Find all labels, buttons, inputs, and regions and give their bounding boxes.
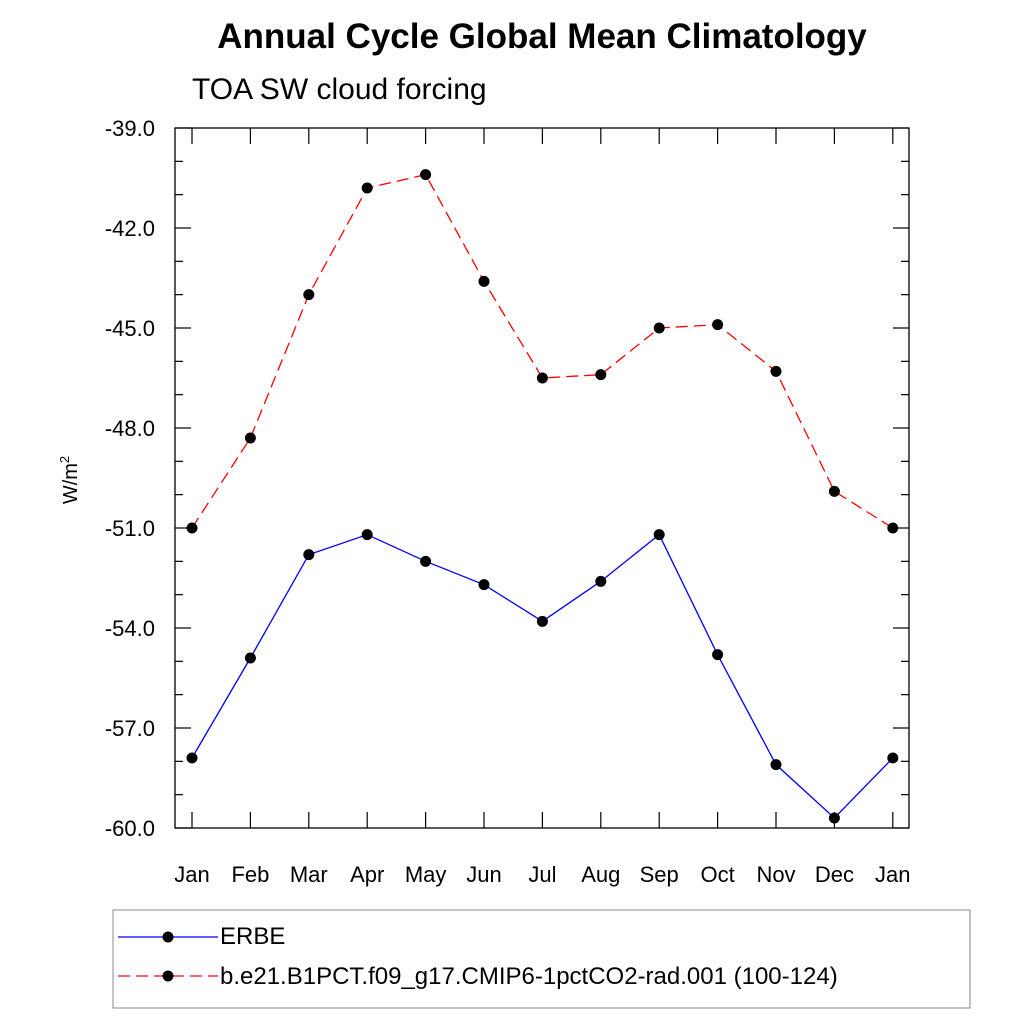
series-1-point — [536, 372, 548, 384]
y-tick-label: -45.0 — [105, 316, 155, 341]
series-0-point — [653, 529, 665, 541]
series-1-point — [303, 289, 315, 301]
legend: ERBE b.e21.B1PCT.f09_g17.CMIP6-1pctCO2-r… — [112, 909, 971, 1009]
svg-text:W/m2: W/m2 — [57, 456, 82, 504]
legend-marker-0 — [162, 931, 174, 943]
series-1-point — [770, 365, 782, 377]
x-tick-label: Apr — [350, 862, 384, 887]
series-0-point — [770, 759, 782, 771]
x-tick-label: Jul — [528, 862, 556, 887]
series-line-1 — [191, 173, 894, 529]
axis-ticks — [175, 127, 909, 829]
series-0-point — [303, 549, 315, 561]
series-0-point — [828, 812, 840, 824]
series-0-point — [478, 579, 490, 591]
x-tick-label: Jan — [875, 862, 910, 887]
series-layer — [186, 169, 899, 824]
series-1-point — [653, 322, 665, 334]
x-tick-label: Dec — [815, 862, 854, 887]
series-0-point — [712, 649, 724, 661]
series-0-point — [887, 752, 899, 764]
x-tick-label: Oct — [700, 862, 734, 887]
legend-label-model: b.e21.B1PCT.f09_g17.CMIP6-1pctCO2-rad.00… — [220, 963, 838, 990]
y-axis-label: W/m2 — [57, 456, 82, 504]
series-1-point — [244, 432, 256, 444]
series-1-point — [595, 369, 607, 381]
y-tick-labels: -39.0 -42.0 -45.0 -48.0 -51.0 -54.0 -57.0 -60.0 — [105, 116, 155, 841]
x-tick-label: Feb — [231, 862, 269, 887]
y-axis-label-superscript: 2 — [57, 456, 72, 463]
x-tick-label: Aug — [581, 862, 620, 887]
chart-subtitle: TOA SW cloud forcing — [192, 73, 487, 106]
series-1-point — [828, 485, 840, 497]
series-1-point — [887, 522, 899, 534]
y-tick-label: -51.0 — [105, 516, 155, 541]
y-tick-label: -54.0 — [105, 616, 155, 641]
series-1-point — [712, 319, 724, 331]
x-tick-labels: Jan Feb Mar Apr May Jun Jul Aug Sep Oct Nov Dec Jan — [174, 862, 910, 887]
series-0-point — [420, 555, 432, 567]
x-tick-label: Mar — [290, 862, 328, 887]
series-line-0 — [191, 533, 894, 819]
x-tick-label: Jun — [466, 862, 501, 887]
series-0-point — [536, 615, 548, 627]
legend-box — [112, 909, 971, 1009]
plot-frame — [174, 127, 910, 829]
y-tick-label: -39.0 — [105, 116, 155, 141]
series-0-point — [244, 652, 256, 664]
series-0-point — [595, 575, 607, 587]
series-1-point — [361, 182, 373, 194]
y-tick-label: -57.0 — [105, 716, 155, 741]
y-axis-label-text: W/m — [60, 463, 82, 504]
x-tick-label: Sep — [640, 862, 679, 887]
y-tick-label: -48.0 — [105, 416, 155, 441]
x-tick-label: Nov — [756, 862, 795, 887]
y-tick-label: -60.0 — [105, 816, 155, 841]
series-1-point — [478, 275, 490, 287]
x-tick-label: Jan — [174, 862, 209, 887]
legend-label-erbe: ERBE — [220, 923, 285, 950]
series-1-point — [420, 169, 432, 181]
y-tick-label: -42.0 — [105, 216, 155, 241]
series-0-point — [361, 529, 373, 541]
series-0-point — [186, 752, 198, 764]
chart-title: Annual Cycle Global Mean Climatology — [217, 17, 867, 56]
x-tick-label: May — [405, 862, 447, 887]
series-1-point — [186, 522, 198, 534]
legend-marker-1 — [162, 970, 174, 982]
